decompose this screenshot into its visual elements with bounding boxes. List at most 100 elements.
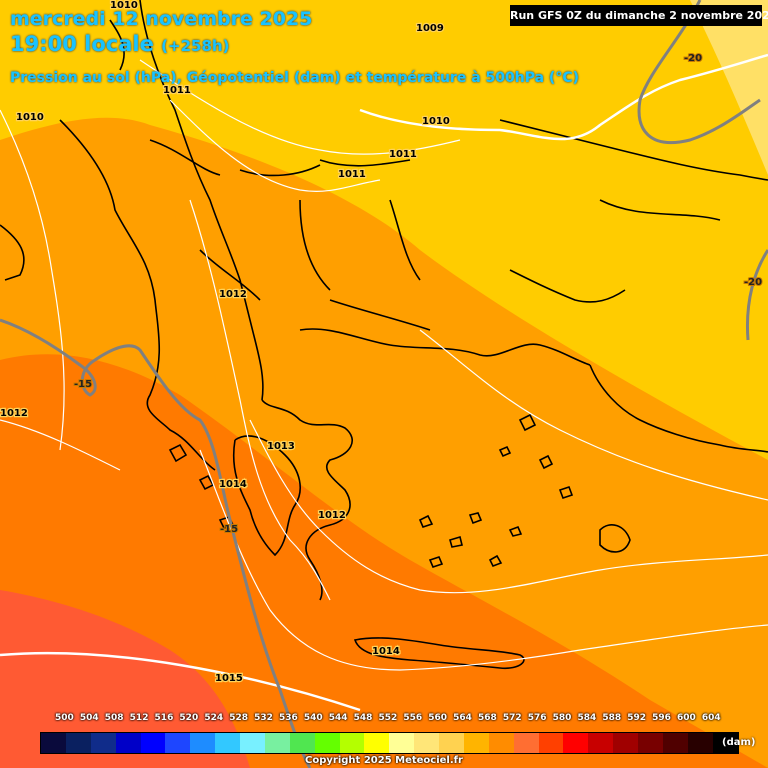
forecast-date: mercredi 12 novembre 2025 <box>10 8 313 30</box>
legend-tick-label: 564 <box>453 713 472 723</box>
pressure-label: 1012 <box>318 510 346 521</box>
legend-tick-label: 568 <box>477 713 497 723</box>
pressure-label: 1010 <box>16 112 44 123</box>
legend-tick-label: 600 <box>677 713 696 723</box>
peloponnese <box>232 435 301 557</box>
pressure-label: 1010 <box>422 116 450 127</box>
band-568 <box>0 590 250 768</box>
band-556 <box>690 0 768 175</box>
isobar-1012-sw <box>0 419 121 471</box>
legend-tick-label: 520 <box>179 713 199 723</box>
legend-tick-label: 552 <box>378 713 398 723</box>
legend-swatch <box>638 733 663 753</box>
legend-tick-label: 536 <box>278 713 298 723</box>
forecast-time-value: 19:00 locale <box>10 32 154 56</box>
legend-tick-label: 504 <box>79 713 99 723</box>
pressure-label: 1012 <box>0 408 28 419</box>
pressure-label: 1014 <box>372 646 400 657</box>
legend-swatch <box>439 733 464 753</box>
isobar-1010-west <box>0 109 65 451</box>
legend-tick-label: 548 <box>353 713 373 723</box>
legend-swatch <box>215 733 240 753</box>
pressure-label: 1009 <box>416 23 444 34</box>
legend-tick-label: 516 <box>154 713 174 723</box>
forecast-time: 19:00 locale (+258h) <box>10 32 229 56</box>
rhodes <box>599 524 631 553</box>
legend-tick-label: 540 <box>303 713 323 723</box>
legend-swatch <box>140 733 166 753</box>
pressure-label: 1014 <box>219 479 247 490</box>
legend-swatch <box>712 733 738 753</box>
greece-mainland <box>261 399 353 601</box>
temperature-label: -15 <box>220 524 238 535</box>
balkans-coastline <box>139 0 264 401</box>
pressure-label: 1011 <box>163 85 191 96</box>
temperature-label: -20 <box>744 277 762 288</box>
legend-swatch <box>513 733 539 753</box>
isobar-1011 <box>139 59 461 155</box>
temperature-labels: -20 -20 -15 -15 <box>73 52 763 536</box>
legend-tick-label: 500 <box>55 713 74 723</box>
legend-swatch <box>240 733 265 753</box>
isobars <box>0 53 768 712</box>
pressure-label: 1011 <box>389 149 417 160</box>
isobar-1014 <box>199 449 768 671</box>
isotherm-minus15 <box>0 318 312 768</box>
isotherm-minus20-e <box>745 249 768 341</box>
legend-tick-label: 528 <box>229 713 248 723</box>
legend-swatch <box>662 733 688 753</box>
legend-swatch <box>463 733 489 753</box>
pressure-label: 1012 <box>219 289 247 300</box>
color-legend: 500 504 508 512 516 520 524 528 532 536 540 544 548 5… <box>0 710 768 768</box>
legend-swatch <box>264 733 290 753</box>
pressure-labels: 1010 1009 1010 1010 1011 1011 1011 1012 … <box>0 0 451 685</box>
legend-swatch <box>65 733 91 753</box>
legend-swatch <box>687 733 713 753</box>
aegean-north-coast <box>299 328 591 366</box>
cyclades-islands <box>418 512 523 568</box>
temperature-label: -15 <box>74 379 92 390</box>
legend-unit: (dam) <box>722 737 756 748</box>
italy-coastline <box>0 19 216 471</box>
legend-tick-label: 544 <box>328 713 348 723</box>
legend-swatch <box>190 733 216 753</box>
pressure-label: 1015 <box>215 673 243 684</box>
legend-swatch <box>165 733 191 753</box>
isobar-1012 <box>189 199 331 601</box>
pressure-label: 1011 <box>338 169 366 180</box>
legend-swatch <box>115 733 141 753</box>
run-info-box: Run GFS 0Z du dimanche 2 novembre 2025 <box>510 5 768 26</box>
isobar-1012-b <box>419 329 768 501</box>
isotherm-minus20-ne <box>637 0 761 145</box>
legend-swatch <box>314 733 340 753</box>
legend-tick-label: 576 <box>527 713 547 723</box>
legend-swatch <box>613 733 638 753</box>
legend-tick-label: 560 <box>428 713 448 723</box>
isobar-1010 <box>359 53 768 141</box>
temperature-label: -20 <box>684 53 702 64</box>
legend-tick-label: 592 <box>627 713 647 723</box>
forecast-offset: (+258h) <box>161 37 230 55</box>
legend-swatch <box>389 733 415 753</box>
legend-tick-label: 556 <box>403 713 423 723</box>
inland-borders <box>149 139 721 331</box>
pressure-label: 1010 <box>110 0 138 11</box>
legend-swatch <box>289 733 315 753</box>
legend-tick-label: 604 <box>701 713 721 723</box>
band-564 <box>0 354 768 768</box>
legend-tick-label: 508 <box>104 713 124 723</box>
isobar-1013 <box>249 419 768 594</box>
legend-swatch <box>588 733 614 753</box>
legend-tick-label: 512 <box>129 713 149 723</box>
black-sea-coast <box>499 119 768 181</box>
copyright-text: Copyright 2025 Meteociel.fr <box>305 755 463 766</box>
legend-swatch <box>538 733 564 753</box>
legend-swatch <box>364 733 390 753</box>
coastlines <box>0 0 768 670</box>
isobar-1015 <box>0 651 361 712</box>
legend-swatch <box>488 733 514 753</box>
legend-tick-label: 596 <box>652 713 671 723</box>
